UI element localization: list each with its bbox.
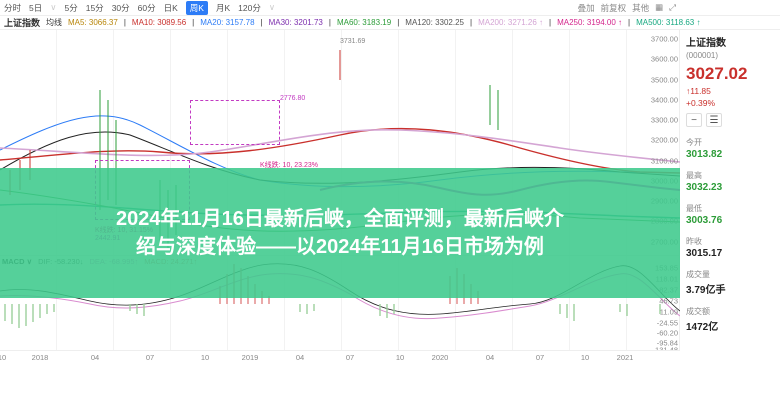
adjust-option[interactable]: 前复权 <box>601 2 627 14</box>
period-tab-0[interactable]: 分时 <box>4 2 21 14</box>
stock-chart-app: 分时 5日 ∨ 5分 15分 30分 60分 日K 周K 月K 120分 ∨ 叠… <box>0 0 780 400</box>
period-toolbar: 分时 5日 ∨ 5分 15分 30分 60分 日K 周K 月K 120分 ∨ 叠… <box>0 0 780 16</box>
peak-annotation-label: 2776.80 <box>280 95 305 102</box>
grid-icon[interactable]: ▦ <box>655 2 663 14</box>
menu-button[interactable]: ☰ <box>706 113 722 127</box>
period-tab-5[interactable]: 60分 <box>138 2 156 14</box>
period-tab-1[interactable]: 5日 <box>29 2 42 14</box>
ma-toggle-label[interactable]: 均线 <box>46 17 62 28</box>
ma5-legend[interactable]: MA5: 3066.37 <box>68 18 118 27</box>
period-tab-6[interactable]: 日K <box>164 2 178 14</box>
quote-change-abs: ↑11.85 <box>686 86 774 96</box>
quote-index-title: 上证指数 <box>686 34 774 49</box>
quote-stat-turnover: 成交额 1472亿 <box>686 306 774 333</box>
overlay-option[interactable]: 叠加 <box>578 2 595 14</box>
toolbar-right-options: 叠加 前复权 其他 ▦ ⤢ <box>578 2 676 14</box>
peak-price-annotation: 3731.69 <box>340 38 365 45</box>
overlay-title-line2: 绍与深度体验——以2024年11月16日市场为例 <box>136 234 544 260</box>
ma200-legend[interactable]: MA200: 3271.26 ↑ <box>478 18 543 27</box>
quote-current-price: 3027.02 <box>686 64 774 84</box>
ma500-legend[interactable]: MA500: 3118.63 ↑ <box>636 18 700 27</box>
date-axis[interactable]: 10 2018 04 07 10 2019 04 07 10 2020 04 0… <box>0 350 680 365</box>
period-tab-9[interactable]: 120分 <box>238 2 261 14</box>
quote-stat-low: 最低 3003.76 <box>686 203 774 226</box>
period-tab-3[interactable]: 15分 <box>86 2 104 14</box>
other-option[interactable]: 其他 <box>632 2 649 14</box>
decrease-button[interactable]: − <box>686 113 702 127</box>
quote-action-buttons: − ☰ <box>686 113 774 127</box>
quote-stat-volume: 成交量 3.79亿手 <box>686 269 774 296</box>
quote-stat-prevclose: 昨收 3015.17 <box>686 236 774 259</box>
period-tab-active[interactable]: 周K <box>186 1 208 15</box>
period-tab-2[interactable]: 5分 <box>64 2 77 14</box>
ma10-legend[interactable]: MA10: 3089.56 <box>132 18 186 27</box>
ma20-legend[interactable]: MA20: 3157.78 <box>200 18 254 27</box>
dashed-annotation-box <box>190 100 280 145</box>
quote-side-panel: 上证指数 (000001) 3027.02 ↑11.85 +0.39% − ☰ … <box>680 30 780 350</box>
overlay-title-line1: 2024年11月16日最新后峡，全面评测，最新后峡介 <box>116 206 564 232</box>
ma-legend-bar: 上证指数 均线 MA5: 3066.37 | MA10: 3089.56 | M… <box>0 16 780 30</box>
quote-stat-open: 今开 3013.82 <box>686 137 774 160</box>
ma60-legend[interactable]: MA60: 3183.19 <box>337 18 391 27</box>
period-tab-4[interactable]: 30分 <box>112 2 130 14</box>
ma120-legend[interactable]: MA120: 3302.25 <box>405 18 464 27</box>
quote-change-pct: +0.39% <box>686 98 774 108</box>
ma30-legend[interactable]: MA30: 3201.73 <box>269 18 323 27</box>
ma250-legend[interactable]: MA250: 3194.00 ↑ <box>557 18 622 27</box>
period-tab-8[interactable]: 月K <box>216 2 230 14</box>
fullscreen-icon[interactable]: ⤢ <box>669 2 676 14</box>
quote-index-code: (000001) <box>686 51 774 60</box>
promo-overlay-banner: 2024年11月16日最新后峡，全面评测，最新后峡介 绍与深度体验——以2024… <box>0 168 680 298</box>
quote-stat-high: 最高 3032.23 <box>686 170 774 193</box>
index-name-label: 上证指数 <box>4 16 40 29</box>
